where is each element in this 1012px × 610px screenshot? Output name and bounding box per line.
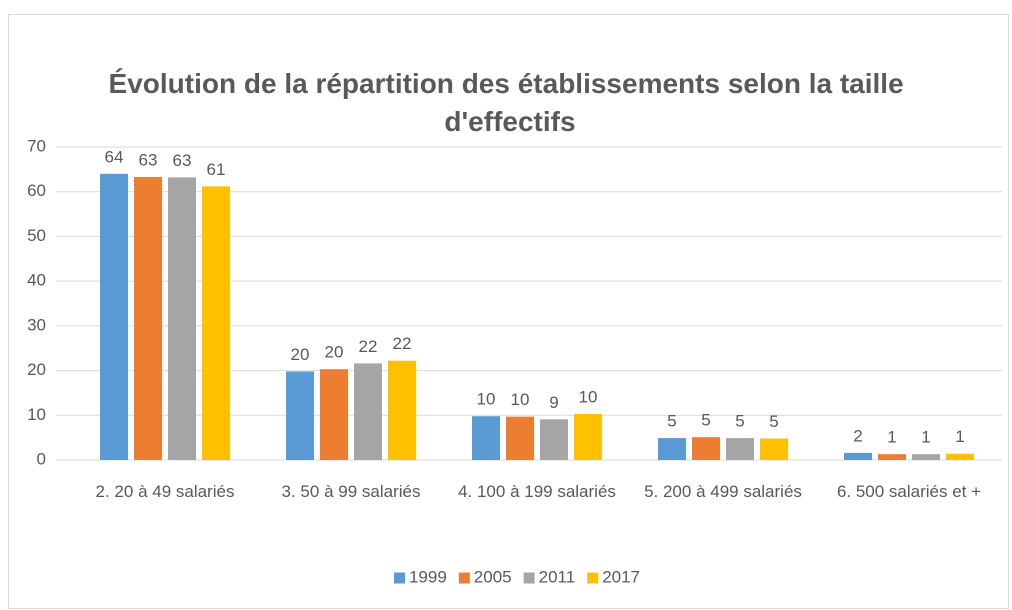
bar xyxy=(726,438,754,460)
data-label: 2 xyxy=(853,426,862,445)
data-label: 22 xyxy=(359,337,378,356)
data-label: 5 xyxy=(701,411,710,430)
data-label: 5 xyxy=(735,412,744,431)
y-tick-label: 60 xyxy=(27,181,46,200)
bar xyxy=(912,454,940,460)
data-label: 1 xyxy=(887,428,896,447)
bar xyxy=(506,416,534,460)
bar xyxy=(388,360,416,460)
bar xyxy=(946,453,974,460)
bar xyxy=(844,452,872,460)
x-tick-label: 5. 200 à 499 salariés xyxy=(644,482,802,501)
y-tick-label: 10 xyxy=(27,405,46,424)
bar xyxy=(100,173,128,461)
data-label: 5 xyxy=(769,412,778,431)
bar xyxy=(168,177,196,461)
legend-label: 2011 xyxy=(539,567,576,586)
bar xyxy=(878,454,906,460)
data-label: 20 xyxy=(325,343,344,362)
data-label: 10 xyxy=(477,390,496,409)
y-tick-label: 30 xyxy=(27,315,46,334)
y-tick-label: 20 xyxy=(27,360,46,379)
x-tick-label: 4. 100 à 199 salariés xyxy=(458,482,616,501)
bar xyxy=(320,369,348,460)
legend-label: 1999 xyxy=(409,567,447,586)
data-label: 10 xyxy=(579,387,598,406)
bar xyxy=(202,186,230,460)
data-label: 63 xyxy=(173,151,192,170)
legend-swatch xyxy=(458,572,470,584)
data-label: 63 xyxy=(139,150,158,169)
bar xyxy=(540,419,568,460)
y-tick-label: 70 xyxy=(27,136,46,155)
data-label: 22 xyxy=(393,334,412,353)
x-tick-label: 2. 20 à 49 salariés xyxy=(96,482,235,501)
legend-swatch xyxy=(523,572,535,584)
bar xyxy=(574,413,602,460)
bar xyxy=(472,416,500,460)
legend-label: 2005 xyxy=(474,567,512,586)
bar xyxy=(286,371,314,460)
data-label: 5 xyxy=(667,412,676,431)
data-label: 10 xyxy=(511,390,530,409)
bar xyxy=(354,363,382,460)
data-label: 64 xyxy=(105,147,124,166)
chart-title: Évolution de la répartition des établiss… xyxy=(109,68,912,137)
legend-label: 2017 xyxy=(602,567,640,586)
data-label: 1 xyxy=(921,428,930,447)
data-label: 1 xyxy=(955,427,964,446)
y-tick-label: 50 xyxy=(27,226,46,245)
bar xyxy=(134,176,162,461)
y-tick-label: 0 xyxy=(37,449,46,468)
bar xyxy=(692,437,720,460)
x-tick-label: 6. 500 salariés et + xyxy=(837,482,981,501)
bar xyxy=(760,438,788,460)
data-label: 20 xyxy=(291,345,310,364)
bar xyxy=(658,438,686,460)
data-label: 61 xyxy=(207,160,226,179)
legend-swatch xyxy=(587,572,599,584)
y-tick-label: 40 xyxy=(27,271,46,290)
legend-swatch xyxy=(393,572,405,584)
x-tick-label: 3. 50 à 99 salariés xyxy=(282,482,421,501)
data-label: 9 xyxy=(549,393,558,412)
